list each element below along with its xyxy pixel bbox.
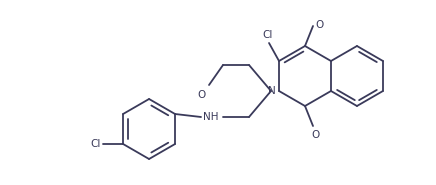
Text: Cl: Cl <box>90 139 100 149</box>
Text: NH: NH <box>203 112 219 122</box>
Text: O: O <box>312 130 320 140</box>
Text: O: O <box>197 90 205 100</box>
Text: N: N <box>268 86 276 96</box>
Text: O: O <box>316 20 324 30</box>
Text: Cl: Cl <box>263 30 273 40</box>
